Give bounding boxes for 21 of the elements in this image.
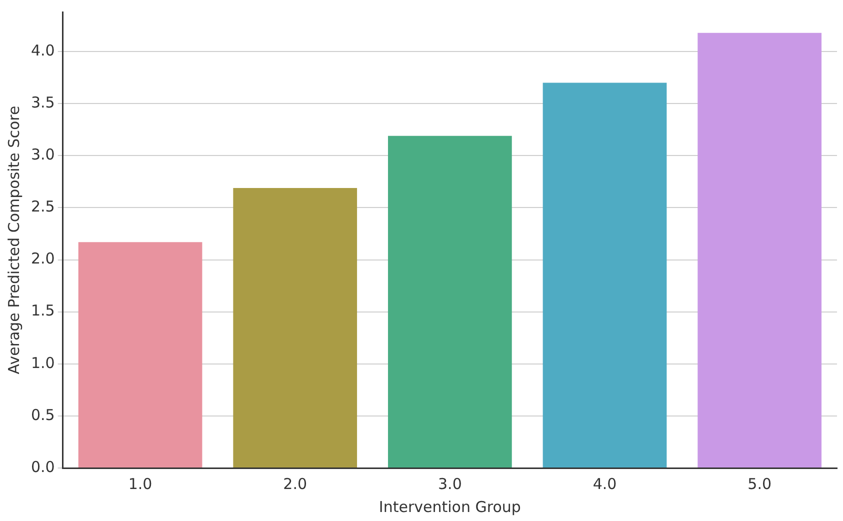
bar bbox=[698, 32, 822, 468]
y-tick-label: 1.0 bbox=[30, 354, 55, 372]
bar bbox=[233, 188, 358, 468]
y-tick-label: 4.0 bbox=[30, 41, 55, 60]
y-tick-label: 0.5 bbox=[30, 406, 55, 424]
y-tick-label: 0.0 bbox=[30, 458, 55, 476]
y-axis-title: Average Predicted Composite Score bbox=[4, 106, 23, 374]
y-tick-label: 2.0 bbox=[30, 250, 55, 268]
y-tick-label: 3.0 bbox=[30, 146, 55, 164]
y-tick-label: 1.5 bbox=[30, 302, 55, 320]
y-tick-label: 3.5 bbox=[30, 94, 55, 112]
x-tick-label: 1.0 bbox=[128, 474, 152, 493]
x-tick-label: 4.0 bbox=[592, 474, 617, 493]
x-tick-label: 3.0 bbox=[438, 474, 462, 493]
y-tick-label: 2.5 bbox=[30, 198, 55, 216]
x-axis-title: Intervention Group bbox=[378, 498, 521, 516]
x-tick-label: 5.0 bbox=[748, 474, 772, 493]
bar bbox=[542, 82, 667, 468]
bar bbox=[78, 242, 202, 468]
x-tick-label: 2.0 bbox=[283, 474, 308, 493]
bar bbox=[388, 136, 512, 468]
